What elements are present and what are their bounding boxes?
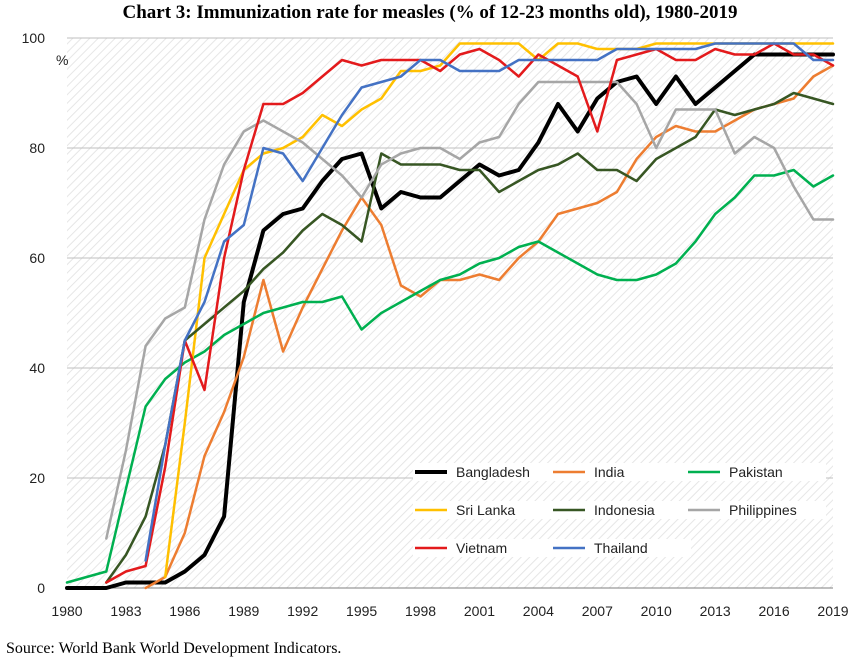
series-line-indonesia — [105, 91, 835, 584]
legend-bg-philippines — [686, 501, 826, 519]
x-tick-label-1998: 1998 — [405, 603, 436, 619]
x-tick-label-2001: 2001 — [464, 603, 495, 619]
legend-label-sri-lanka: Sri Lanka — [456, 502, 515, 518]
legend-bg-vietnam — [413, 539, 553, 557]
x-tick-label-1983: 1983 — [110, 603, 141, 619]
legend-label-bangladesh: Bangladesh — [456, 464, 530, 480]
series-line-india — [144, 64, 835, 590]
legend-bg-bangladesh — [413, 463, 553, 481]
x-tick-label-1992: 1992 — [287, 603, 318, 619]
x-tick-label-2019: 2019 — [817, 603, 848, 619]
y-tick-label-100: 100 — [22, 30, 46, 46]
legend-label-thailand: Thailand — [594, 540, 648, 556]
series-line-philippines — [105, 80, 835, 540]
legend-label-philippines: Philippines — [729, 502, 797, 518]
legend-bg-pakistan — [686, 463, 826, 481]
y-tick-label-0: 0 — [37, 580, 45, 596]
y-tick-label-20: 20 — [29, 470, 45, 486]
legend-label-vietnam: Vietnam — [456, 540, 507, 556]
chart-title: Chart 3: Immunization rate for measles (… — [122, 2, 738, 23]
legend-bg-india — [551, 463, 691, 481]
legend-bg-sri-lanka — [413, 501, 553, 519]
source-note: Source: World Bank World Development Ind… — [6, 640, 342, 657]
x-tick-label-2016: 2016 — [758, 603, 789, 619]
legend-label-pakistan: Pakistan — [729, 464, 783, 480]
x-tick-label-1995: 1995 — [346, 603, 377, 619]
series-line-vietnam — [105, 42, 835, 584]
legend-label-indonesia: Indonesia — [594, 502, 655, 518]
series-line-pakistan — [65, 168, 835, 584]
x-tick-label-1989: 1989 — [228, 603, 259, 619]
y-tick-label-60: 60 — [29, 250, 45, 266]
x-tick-label-2004: 2004 — [523, 603, 554, 619]
legend-bg-thailand — [551, 539, 691, 557]
series-line-bangladesh — [65, 52, 835, 590]
x-tick-label-2010: 2010 — [641, 603, 672, 619]
y-tick-label-80: 80 — [29, 140, 45, 156]
legend-label-india: India — [594, 464, 625, 480]
y-axis-label: % — [56, 52, 68, 68]
x-tick-label-2007: 2007 — [582, 603, 613, 619]
y-tick-label-40: 40 — [29, 360, 45, 376]
series-line-thailand — [144, 42, 835, 562]
x-tick-label-2013: 2013 — [700, 603, 731, 619]
legend-bg-indonesia — [551, 501, 691, 519]
x-tick-label-1980: 1980 — [51, 603, 82, 619]
x-tick-label-1986: 1986 — [169, 603, 200, 619]
